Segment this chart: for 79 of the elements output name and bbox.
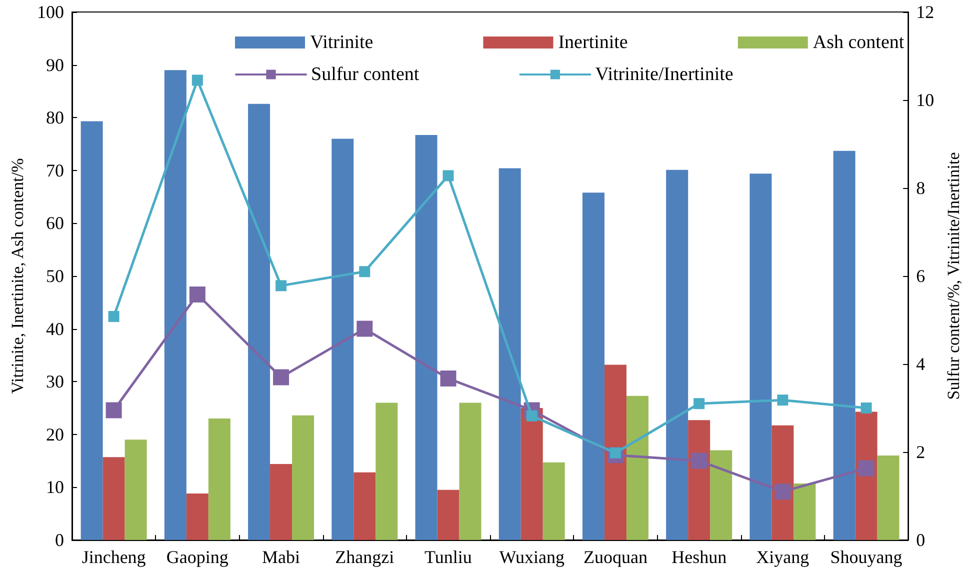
x-tick-label: Zuoquan [583, 547, 648, 567]
y-tick-label: 90 [46, 54, 64, 75]
y2-tick-label: 10 [916, 90, 934, 110]
y-tick-label: 80 [46, 108, 64, 128]
bar [750, 174, 772, 540]
point [442, 170, 454, 182]
x-tick-label: Heshun [672, 547, 727, 567]
point [774, 484, 791, 500]
x-tick-label: Jincheng [82, 547, 146, 567]
bar [354, 472, 376, 540]
bar [877, 456, 900, 540]
point [356, 320, 373, 337]
point [106, 402, 122, 418]
y2-tick-label: 8 [916, 178, 926, 198]
point [359, 266, 370, 278]
bar [520, 408, 543, 540]
y-tick-label: 20 [46, 424, 64, 444]
x-tick-label: Gaoping [166, 547, 228, 567]
y2-tick-label: 4 [916, 354, 926, 374]
bar [124, 440, 147, 540]
point [273, 369, 290, 386]
point [691, 452, 708, 469]
y-tick-label: 50 [46, 266, 64, 286]
x-tick-label: Xiyang [756, 547, 810, 567]
point [777, 394, 788, 406]
bar [626, 396, 648, 540]
legend-label: Sulfur content [311, 64, 420, 85]
point [860, 402, 872, 414]
point [276, 280, 287, 292]
x-tick-label: Tunliu [424, 547, 472, 567]
bar [498, 168, 521, 540]
point [189, 286, 206, 302]
y2-tick-label: 6 [916, 266, 926, 286]
bar [186, 494, 208, 540]
x-tick-label: Zhangzi [335, 547, 394, 567]
y-tick-label: 0 [55, 530, 64, 550]
point [694, 398, 705, 410]
y-tick-label: 60 [46, 213, 64, 234]
y-tick-label: 10 [46, 477, 64, 498]
bar [710, 450, 732, 540]
y-tick-label: 40 [46, 318, 64, 339]
bar [459, 402, 482, 540]
bar [604, 364, 626, 540]
bar [688, 420, 710, 540]
point [192, 74, 203, 86]
point [108, 310, 120, 322]
bar [208, 418, 230, 540]
bar [582, 192, 604, 540]
y-tick-label: 70 [46, 160, 64, 180]
legend-label: Ash content [812, 32, 905, 53]
bar [437, 490, 460, 540]
legend-label: Inertinite [558, 32, 628, 53]
y-tick-label: 30 [46, 372, 64, 392]
x-tick-label: Mabi [262, 547, 300, 567]
bar [292, 415, 314, 540]
bar [80, 121, 103, 540]
bar [164, 70, 186, 540]
x-tick-label: Wuxiang [499, 547, 564, 567]
bar [666, 170, 688, 540]
y2-axis-title: Sulfur content/%, Vitrinite/Inertinite [944, 152, 963, 400]
y-tick-label: 100 [37, 2, 64, 22]
bar [833, 150, 856, 540]
bar [102, 457, 125, 540]
bar [270, 464, 292, 540]
point [440, 370, 456, 387]
bar [542, 462, 565, 540]
y2-tick-label: 12 [916, 2, 934, 22]
legend-label: Vitrinite/Inertinite [595, 64, 734, 85]
bar [415, 135, 438, 540]
bar [332, 138, 354, 540]
x-tick-label: Shouyang [830, 547, 902, 567]
bar [248, 104, 270, 540]
legend-label: Vitrinite [310, 32, 374, 53]
bar [376, 402, 398, 540]
point [858, 460, 874, 476]
y2-tick-label: 0 [916, 530, 926, 550]
bar [794, 484, 816, 540]
y2-tick-label: 2 [916, 442, 926, 462]
y-axis-title: Vitrinite, Inertinite, Ash content/% [8, 158, 28, 394]
